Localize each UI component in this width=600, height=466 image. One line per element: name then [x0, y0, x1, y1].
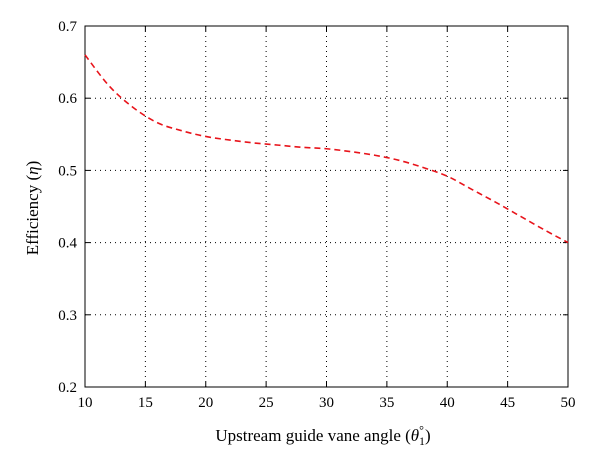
- y-tick-label: 0.3: [58, 308, 77, 324]
- y-tick-label: 0.4: [58, 236, 77, 252]
- x-tick-label: 30: [319, 395, 334, 411]
- x-axis-label: Upstream guide vane angle (θ° 1): [215, 423, 430, 448]
- x-tick-label: 10: [78, 395, 93, 411]
- efficiency-series-line: [84, 54, 569, 244]
- x-tick-label: 45: [500, 395, 515, 411]
- y-tick-labels: 0.2 0.3 0.4 0.5 0.6 0.7: [58, 19, 77, 396]
- x-tick-label: 15: [138, 395, 153, 411]
- y-tick-label: 0.5: [58, 163, 77, 179]
- grid: [85, 26, 568, 387]
- x-tick-label: 40: [440, 395, 455, 411]
- x-tick-label: 35: [379, 395, 394, 411]
- x-tick-labels: 10 15 20 25 30 35 40 45 50: [78, 395, 576, 411]
- plot-frame: [84, 25, 569, 388]
- x-tick-label: 20: [198, 395, 213, 411]
- x-tick-label: 25: [259, 395, 274, 411]
- series-group: [84, 54, 569, 244]
- y-tick-label: 0.2: [58, 380, 77, 396]
- y-tick-label: 0.6: [58, 91, 77, 107]
- y-tick-label: 0.7: [58, 19, 77, 35]
- x-tick-label: 50: [561, 395, 576, 411]
- y-axis-label: Efficiency (η): [23, 161, 42, 256]
